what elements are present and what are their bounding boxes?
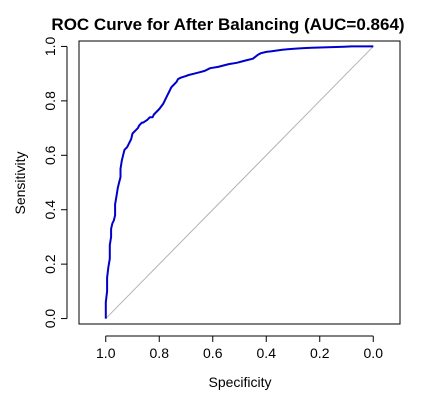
x-tick-label: 0.6 <box>203 345 223 361</box>
y-tick-label: 0.4 <box>42 200 58 220</box>
y-tick-label: 0.2 <box>42 254 58 274</box>
y-axis-label: Sensitivity <box>12 151 28 214</box>
x-axis-label: Specificity <box>208 374 271 390</box>
diagonal-reference-line <box>105 46 374 319</box>
x-tick-label: 1.0 <box>96 345 116 361</box>
x-tick-label: 0.0 <box>364 345 384 361</box>
x-axis: 1.0 0.8 0.6 0.4 0.2 0.0 <box>96 335 384 361</box>
y-tick-label: 0.6 <box>42 145 58 165</box>
plot-frame <box>78 40 401 325</box>
x-tick-label: 0.2 <box>310 345 330 361</box>
y-tick-label: 0.8 <box>42 91 58 111</box>
x-tick-label: 0.4 <box>257 345 277 361</box>
x-tick-label: 0.8 <box>150 345 170 361</box>
chart-title: ROC Curve for After Balancing (AUC=0.864… <box>51 15 404 34</box>
y-tick-label: 0.0 <box>42 309 58 329</box>
roc-curve-line <box>104 45 374 319</box>
y-axis: 0.0 0.2 0.4 0.6 0.8 1.0 <box>42 37 68 329</box>
plot-lines <box>104 45 374 319</box>
y-tick-label: 1.0 <box>42 37 58 57</box>
